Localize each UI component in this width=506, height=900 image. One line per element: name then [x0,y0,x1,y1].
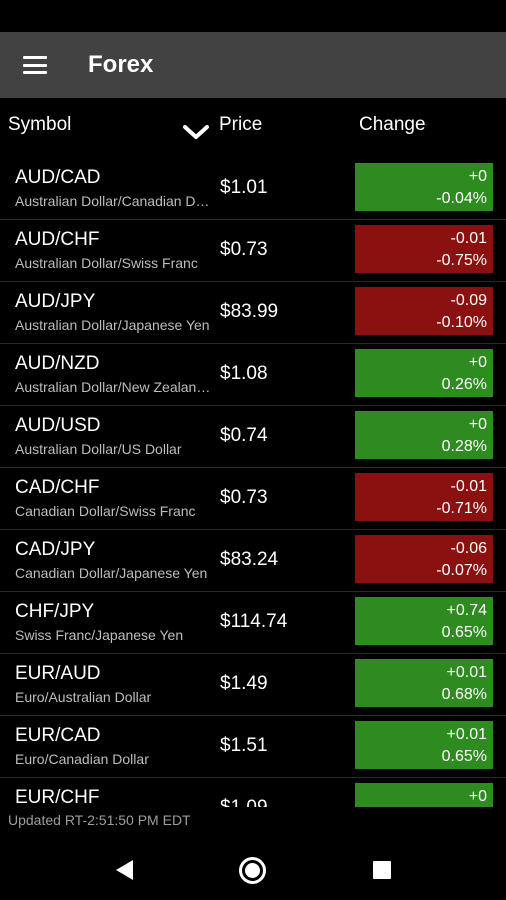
quote-row[interactable]: AUD/CAD Australian Dollar/Canadian Dollar… [0,158,506,220]
quote-name: Euro/Australian Dollar [15,689,152,705]
quote-row[interactable]: CAD/CHF Canadian Dollar/Swiss Franc $0.73 -… [0,468,506,530]
change-percent: 0.65% [441,748,487,765]
quote-row[interactable]: EUR/CHF $1.09 +0 [0,778,506,807]
change-value: +0.01 [446,726,487,743]
quote-list[interactable]: AUD/CAD Australian Dollar/Canadian Dollar… [0,158,506,807]
change-value: +0 [468,788,487,805]
list-header: Symbol Price Change [0,98,506,158]
quote-symbol: EUR/AUD [15,663,101,684]
change-column-header[interactable]: Change [359,114,426,135]
change-percent: 0.26% [441,376,487,393]
home-icon [239,856,267,884]
quote-row[interactable]: AUD/NZD Australian Dollar/New Zealand Dol… [0,344,506,406]
quote-row[interactable]: CHF/JPY Swiss Franc/Japanese Yen $114.74 +0… [0,592,506,654]
recents-icon [372,861,391,879]
change-value: +0.74 [446,602,487,619]
quote-row[interactable]: AUD/JPY Australian Dollar/Japanese Yen $83… [0,282,506,344]
quote-symbol: CHF/JPY [15,601,95,622]
quote-price: $0.73 [220,239,268,260]
change-value: -0.01 [450,230,487,247]
menu-button[interactable] [0,32,70,98]
quote-symbol: AUD/CAD [15,167,101,188]
quote-name: Australian Dollar/Japanese Yen [15,317,210,333]
quote-price: $114.74 [220,611,288,632]
price-column-header[interactable]: Price [219,114,263,135]
quote-name: Swiss Franc/Japanese Yen [15,627,184,643]
change-percent: -0.71% [436,500,487,517]
quote-name: Euro/Canadian Dollar [15,751,149,767]
quote-name: Canadian Dollar/Japanese Yen [15,565,208,581]
quote-symbol: AUD/USD [15,415,101,436]
change-value: +0 [468,168,487,185]
quote-name: Australian Dollar/New Zealand Dollar [15,379,217,395]
quote-name: Australian Dollar/US Dollar [15,441,182,457]
change-badge: +0 0.28% [355,411,493,459]
change-value: -0.09 [450,292,487,309]
change-badge: -0.01 -0.71% [355,473,493,521]
back-icon [115,860,133,880]
change-badge: +0.01 0.65% [355,721,493,769]
change-badge: +0 -0.04% [355,163,493,211]
change-value: +0 [468,354,487,371]
quote-symbol: EUR/CHF [15,787,100,807]
quote-price: $0.74 [220,425,268,446]
change-badge: +0.74 0.65% [355,597,493,645]
status-bar [0,0,506,32]
change-percent: -0.04% [436,190,487,207]
updated-timestamp: Updated RT-2:51:50 PM EDT [8,812,191,828]
quote-price: $83.99 [220,301,279,322]
change-percent: -0.07% [436,562,487,579]
quote-price: $1.51 [220,735,268,756]
quote-row[interactable]: AUD/USD Australian Dollar/US Dollar $0.74 +… [0,406,506,468]
quote-price: $1.01 [220,177,268,198]
change-percent: 0.28% [441,438,487,455]
change-value: -0.06 [450,540,487,557]
quote-name: Australian Dollar/Canadian Dollar [15,193,217,209]
app-title: Forex [88,51,154,78]
quote-symbol: AUD/NZD [15,353,100,374]
quote-symbol: CAD/CHF [15,477,100,498]
change-percent: -0.10% [436,314,487,331]
change-badge: -0.06 -0.07% [355,535,493,583]
symbol-column-header[interactable]: Symbol [8,114,72,135]
quote-price: $83.24 [220,549,279,570]
quote-row[interactable]: EUR/CAD Euro/Canadian Dollar $1.51 +0.01 0.6… [0,716,506,778]
quote-row[interactable]: AUD/CHF Australian Dollar/Swiss Franc $0.7… [0,220,506,282]
quote-name: Australian Dollar/Swiss Franc [15,255,198,271]
hamburger-menu-icon [23,56,47,74]
change-badge: +0 0.26% [355,349,493,397]
back-button[interactable] [94,840,154,900]
quote-price: $1.49 [220,673,268,694]
quote-symbol: EUR/CAD [15,725,101,746]
quote-price: $1.08 [220,363,268,384]
quote-price: $1.09 [220,797,268,807]
change-badge: -0.09 -0.10% [355,287,493,335]
quote-symbol: AUD/JPY [15,291,96,312]
change-value: -0.01 [450,478,487,495]
quote-row[interactable]: CAD/JPY Canadian Dollar/Japanese Yen $83.2… [0,530,506,592]
navigation-bar [0,840,506,900]
change-value: +0.01 [446,664,487,681]
change-badge: -0.01 -0.75% [355,225,493,273]
quote-symbol: CAD/JPY [15,539,96,560]
quote-name: Canadian Dollar/Swiss Franc [15,503,196,519]
change-value: +0 [468,416,487,433]
quote-price: $0.73 [220,487,268,508]
change-badge: +0 [355,783,493,807]
change-percent: 0.68% [441,686,487,703]
chevron-down-icon[interactable] [182,122,210,142]
change-percent: -0.75% [436,252,487,269]
quote-row[interactable]: EUR/AUD Euro/Australian Dollar $1.49 +0.01 0… [0,654,506,716]
home-button[interactable] [223,840,283,900]
change-badge: +0.01 0.68% [355,659,493,707]
quote-symbol: AUD/CHF [15,229,100,250]
change-percent: 0.65% [441,624,487,641]
app-bar: Forex [0,32,506,98]
recents-button[interactable] [352,840,412,900]
